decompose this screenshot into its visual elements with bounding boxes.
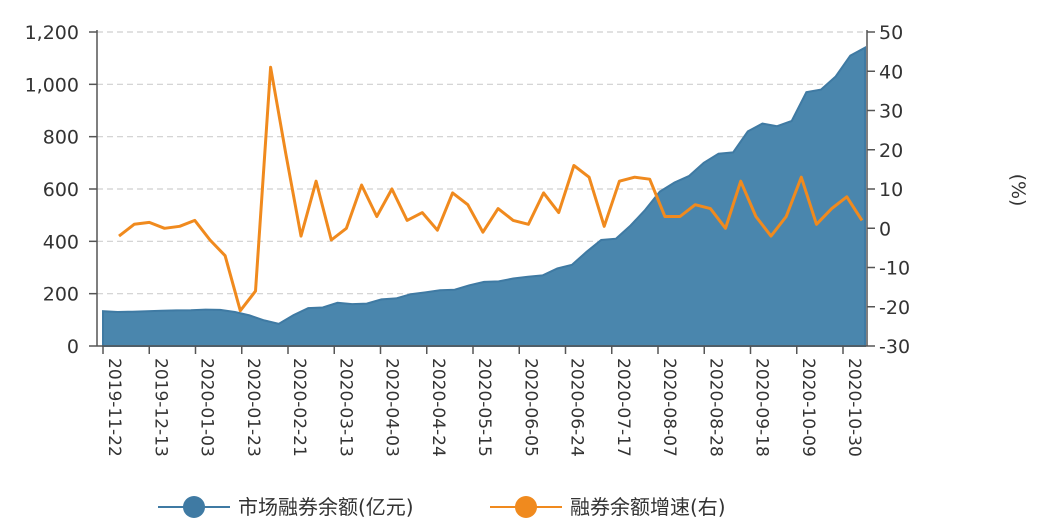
right-tick-label: 30 [879,101,903,123]
right-tick-label: 50 [879,22,903,44]
area-series-market-short-balance [102,46,866,347]
left-tick-label: 600 [43,179,79,201]
x-tick-label: 2020-10-30 [844,358,864,457]
legend: 市场融券余额(亿元) 融券余额增速(右) [158,495,726,519]
right-tick-label: 10 [879,179,903,201]
legend-area-label: 市场融券余额(亿元) [238,495,414,519]
right-tick-label: -10 [879,258,910,280]
x-tick-label: 2020-01-03 [197,358,217,457]
x-axis-ticks: 2019-11-22 2019-12-13 2020-01-03 2020-01-23… [102,346,864,457]
left-tick-label: 1,200 [25,22,79,44]
right-axis-label: (%) [1007,174,1029,207]
line-series-growth-rate [118,65,864,313]
x-tick-label: 2020-01-23 [243,358,263,457]
x-tick-label: 2020-06-24 [567,358,587,457]
left-y-axis-ticks: 0 200 400 600 800 1,000 1,200 [25,22,97,358]
legend-line-marker [515,496,537,518]
x-tick-label: 2020-07-17 [613,358,633,457]
right-y-axis-ticks: -30 -20 -10 0 10 20 30 40 50 [867,22,910,358]
left-tick-label: 400 [43,231,79,253]
legend-area-marker [183,496,205,518]
x-tick-label: 2020-08-28 [705,358,725,457]
x-tick-label: 2020-08-07 [659,358,679,457]
x-tick-label: 2019-11-22 [104,358,124,457]
legend-item-area: 市场融券余额(亿元) [158,495,414,519]
left-tick-label: 200 [43,284,79,306]
left-tick-label: 1,000 [25,74,79,96]
right-tick-label: 20 [879,140,903,162]
right-tick-label: -20 [879,297,910,319]
x-tick-label: 2020-05-15 [474,358,494,457]
x-tick-label: 2020-10-09 [798,358,818,457]
x-tick-label: 2020-09-18 [752,358,772,457]
x-tick-label: 2020-02-21 [289,358,309,457]
legend-item-line: 融券余额增速(右) [490,495,726,519]
right-tick-label: 0 [879,218,891,240]
x-tick-label: 2020-06-05 [520,358,540,457]
left-tick-label: 800 [43,127,79,149]
x-tick-label: 2020-04-03 [382,358,402,457]
x-tick-label: 2020-03-13 [335,358,355,457]
x-tick-label: 2020-04-24 [428,358,448,457]
x-tick-label: 2019-12-13 [150,358,170,457]
area-series-layer [102,46,866,347]
right-tick-label: 40 [879,61,903,83]
left-tick-label: 0 [67,336,79,358]
legend-line-label: 融券余额增速(右) [570,495,726,519]
right-tick-label: -30 [879,336,910,358]
line-series-layer [118,65,864,313]
